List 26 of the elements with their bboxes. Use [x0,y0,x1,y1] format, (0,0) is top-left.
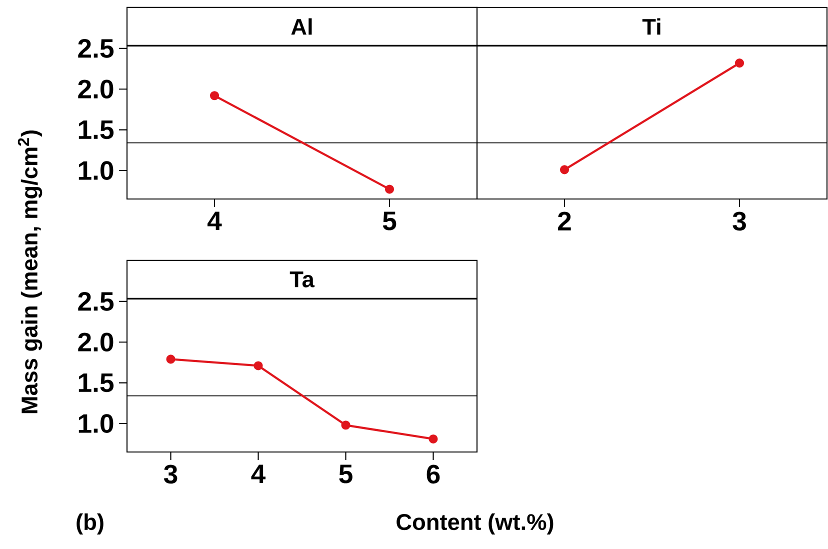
point [166,354,176,364]
x-tick-label: 3 [732,212,746,231]
x-tick-label: 5 [339,464,352,484]
x-tick-label: 5 [382,212,396,230]
x-tick-label: 4 [207,212,222,230]
point [341,420,350,430]
text: (b) [76,513,104,535]
y-tick-label: 2.5 [78,292,114,311]
chart-title: Ta [290,272,315,288]
y-tick-label: 2.0 [78,80,114,99]
x-tick-label: 4 [251,464,266,484]
y-tick-label: 1.0 [78,414,114,433]
point [428,434,438,444]
x-tick-label: 3 [164,464,178,484]
y-tick-label: 2.0 [78,332,114,352]
x-tick-label: 2 [558,212,571,230]
chart-title: Al [291,18,312,35]
y-tick-label: 2.5 [78,39,114,58]
x-tick-label: 6 [426,464,440,484]
y-axis-title: Mass gain (mean, mg/cm$^{2}$) [18,130,42,414]
y-tick-label: 1.0 [78,161,114,180]
y-tick-label: 1.5 [78,120,114,140]
x-axis-title: Content (wt.%) [396,513,554,535]
y-tick-label: 1.5 [78,374,114,392]
point [254,361,263,370]
chart-title: Ti [642,18,660,35]
